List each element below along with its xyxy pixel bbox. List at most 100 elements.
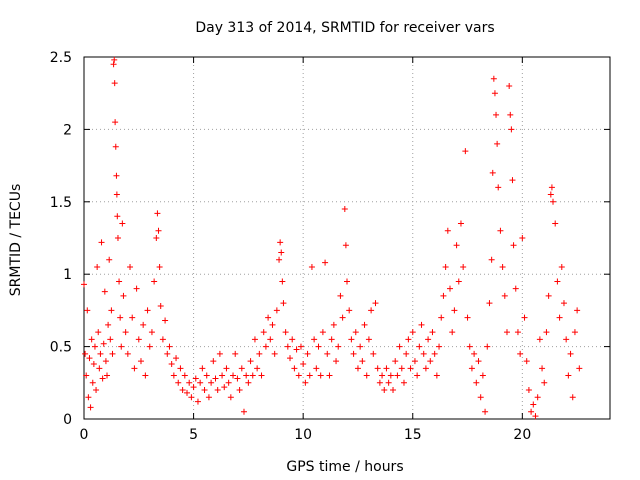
data-point xyxy=(411,358,418,365)
data-point xyxy=(287,355,294,362)
data-point xyxy=(449,329,456,336)
data-point xyxy=(495,184,502,191)
data-point xyxy=(359,358,366,365)
data-point xyxy=(105,321,112,328)
data-point xyxy=(328,336,335,343)
data-point xyxy=(418,321,425,328)
data-point xyxy=(289,336,296,343)
data-point xyxy=(394,372,401,379)
x-tick-label: 20 xyxy=(513,427,531,443)
data-point xyxy=(471,350,478,357)
data-point xyxy=(251,336,258,343)
data-point xyxy=(563,336,570,343)
data-point xyxy=(162,317,169,324)
data-point xyxy=(135,336,142,343)
data-point xyxy=(177,365,184,372)
data-point xyxy=(558,263,565,270)
data-point xyxy=(112,143,119,150)
data-point xyxy=(304,350,311,357)
data-point xyxy=(94,263,101,270)
data-point xyxy=(113,191,120,198)
data-point xyxy=(300,360,307,367)
data-point xyxy=(234,375,241,382)
data-point xyxy=(319,329,326,336)
data-point xyxy=(552,220,559,227)
data-point xyxy=(97,350,104,357)
data-point xyxy=(295,372,302,379)
data-point xyxy=(96,365,103,372)
data-point xyxy=(455,278,462,285)
data-point xyxy=(276,256,283,263)
data-point xyxy=(114,235,121,241)
data-point xyxy=(560,300,567,307)
data-point xyxy=(232,350,239,357)
data-point xyxy=(565,372,572,379)
data-point xyxy=(302,379,309,386)
data-point xyxy=(392,358,399,365)
data-point xyxy=(322,259,329,266)
data-point xyxy=(225,379,232,386)
data-point xyxy=(541,379,548,386)
data-point xyxy=(100,340,107,347)
data-point xyxy=(210,358,217,365)
data-point xyxy=(509,177,516,184)
y-axis-label: SRMTID / TECUs xyxy=(8,184,24,297)
data-point xyxy=(277,239,284,246)
data-point xyxy=(468,365,475,372)
data-point xyxy=(111,56,118,63)
data-point xyxy=(484,343,491,350)
data-point xyxy=(146,343,153,350)
data-points xyxy=(81,56,583,420)
data-point xyxy=(267,336,274,343)
x-tick-label: 0 xyxy=(80,427,89,443)
data-point xyxy=(186,379,193,386)
data-point xyxy=(127,263,134,270)
data-point xyxy=(269,321,276,328)
data-point xyxy=(337,292,344,299)
data-point xyxy=(532,413,539,420)
data-point xyxy=(477,394,484,401)
data-point xyxy=(249,372,256,379)
data-point xyxy=(238,365,245,372)
data-point xyxy=(488,256,495,263)
data-point xyxy=(453,242,460,249)
data-point xyxy=(308,263,315,270)
data-point xyxy=(525,387,532,394)
y-tick-label: 0 xyxy=(63,412,72,428)
data-point xyxy=(131,365,138,372)
data-point xyxy=(91,343,98,350)
data-point xyxy=(543,329,550,336)
data-point xyxy=(107,336,114,343)
data-point xyxy=(297,343,304,350)
data-point xyxy=(293,346,300,353)
y-tick-label: 0.5 xyxy=(50,340,72,356)
data-point xyxy=(383,365,390,372)
data-point xyxy=(291,365,298,372)
data-point xyxy=(499,263,506,270)
data-point xyxy=(89,379,96,386)
data-point xyxy=(109,350,116,357)
data-point xyxy=(142,372,149,379)
data-point xyxy=(530,401,537,408)
data-point xyxy=(154,210,161,217)
data-point xyxy=(346,307,353,314)
data-point xyxy=(278,249,285,256)
data-point xyxy=(271,350,278,357)
data-point xyxy=(99,375,106,382)
data-point xyxy=(212,375,219,382)
data-point xyxy=(379,372,386,379)
data-point xyxy=(216,350,223,357)
data-point xyxy=(534,394,541,401)
data-point xyxy=(348,336,355,343)
data-point xyxy=(335,343,342,350)
data-point xyxy=(521,314,528,321)
data-point xyxy=(279,278,286,285)
data-point xyxy=(129,314,136,321)
data-point xyxy=(354,365,361,372)
data-point xyxy=(119,220,126,227)
data-point xyxy=(339,314,346,321)
data-point xyxy=(508,126,515,133)
data-point xyxy=(282,329,289,336)
data-point xyxy=(344,278,350,285)
